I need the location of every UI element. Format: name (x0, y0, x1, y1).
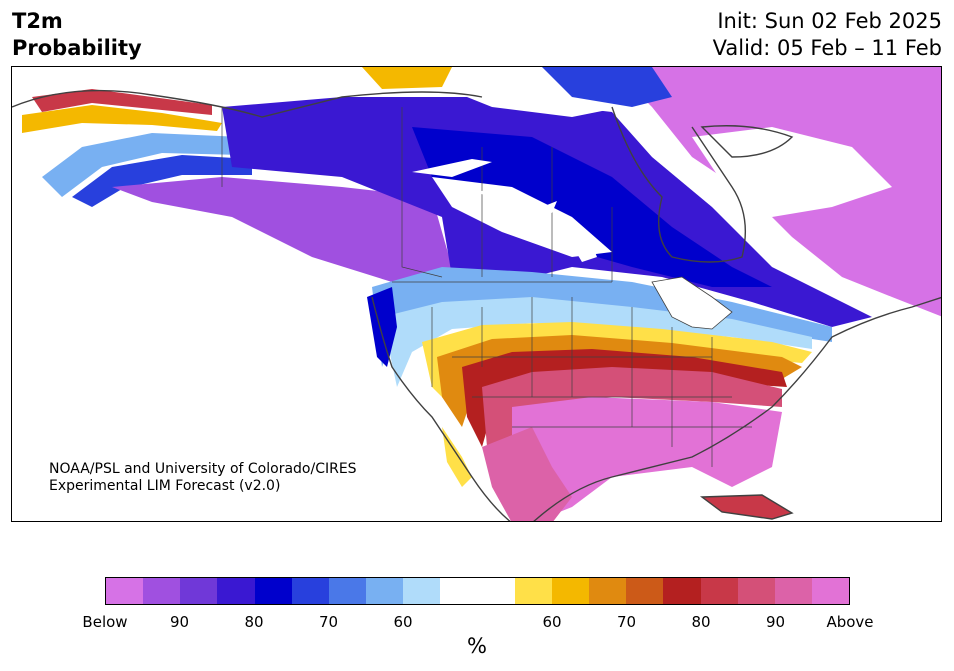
greenland-white (692, 127, 892, 217)
init-date: Init: Sun 02 Feb 2025 (717, 9, 942, 33)
colorbar-cell (551, 578, 590, 604)
colorbar-cell (328, 578, 367, 604)
colorbar-unit: % (467, 634, 487, 658)
alaska-light-blue (42, 133, 242, 197)
colorbar-cell (774, 578, 812, 604)
colorbar-cell (811, 578, 850, 604)
alaska-blue-band (72, 155, 252, 207)
colorbar-tick-label: 90 (169, 613, 190, 631)
colorbar-cell (106, 578, 144, 604)
forecast-map: NOAA/PSL and University of Colorado/CIRE… (11, 66, 942, 522)
title-type: Probability (12, 36, 142, 60)
credit-line-2: Experimental LIM Forecast (v2.0) (49, 478, 281, 494)
colorbar-cell (366, 578, 404, 604)
colorbar-cell (440, 578, 478, 604)
map-title: T2m Probability (12, 8, 142, 62)
forecast-dates: Init: Sun 02 Feb 2025 Valid: 05 Feb – 11… (713, 8, 942, 62)
colorbar-cell (514, 578, 552, 604)
alaska-red-band (32, 89, 212, 115)
valid-dates: Valid: 05 Feb – 11 Feb (712, 36, 942, 60)
colorbar-cell (737, 578, 775, 604)
borders (221, 107, 752, 467)
colorbar-tick-label: 70 (318, 613, 339, 631)
colorbar-cell (254, 578, 292, 604)
colorbar-cell (589, 578, 627, 604)
us-pink-band (482, 367, 782, 477)
coastlines (12, 89, 941, 521)
colorbar-tick-label: Below (82, 613, 128, 631)
probability-field (12, 67, 941, 521)
lakes (412, 159, 733, 330)
colorbar-cell (700, 578, 738, 604)
cuba-red (702, 495, 792, 519)
canada-purple (112, 177, 452, 282)
colorbar-tick-label: 80 (244, 613, 264, 631)
colorbar-tick-label: 90 (765, 613, 786, 631)
canada-core-blue (412, 127, 772, 287)
credit-line-1: NOAA/PSL and University of Colorado/CIRE… (49, 461, 357, 477)
arctic-blue (542, 67, 672, 107)
colorbar-tick-label: 60 (393, 613, 413, 631)
mexico-magenta (482, 427, 572, 521)
alaska-orange-band (22, 105, 222, 133)
baja-yellow (442, 427, 472, 487)
colorbar-cell (626, 578, 664, 604)
title-variable: T2m (12, 9, 63, 33)
arctic-yellow (362, 67, 452, 89)
colorbar-cell (217, 578, 255, 604)
credit-text: NOAA/PSL and University of Colorado/CIRE… (49, 461, 357, 495)
colorbar-cell (663, 578, 701, 604)
colorbar-tick-label: 80 (691, 613, 711, 631)
colorbar-tick-label: 70 (616, 613, 637, 631)
colorbar-cell (291, 578, 329, 604)
colorbar-tick-label: Above (826, 613, 874, 631)
probability-colorbar (105, 577, 850, 605)
colorbar-cell (143, 578, 181, 604)
us-blue-band (372, 267, 832, 367)
colorbar-tick-label: 60 (542, 613, 562, 631)
colorbar-cell (403, 578, 441, 604)
colorbar-cell (180, 578, 218, 604)
colorbar-cell (477, 578, 515, 604)
